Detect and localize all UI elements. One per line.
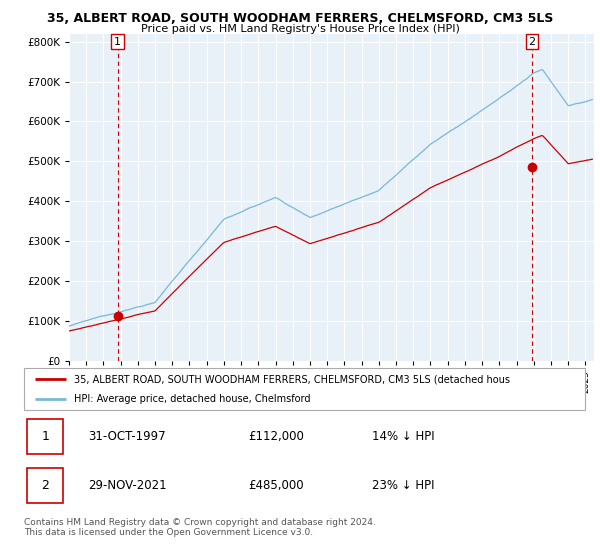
FancyBboxPatch shape [27, 468, 63, 503]
Text: 35, ALBERT ROAD, SOUTH WOODHAM FERRERS, CHELMSFORD, CM3 5LS: 35, ALBERT ROAD, SOUTH WOODHAM FERRERS, … [47, 12, 553, 25]
Text: 2: 2 [529, 36, 536, 46]
FancyBboxPatch shape [24, 368, 585, 410]
Text: Price paid vs. HM Land Registry's House Price Index (HPI): Price paid vs. HM Land Registry's House … [140, 24, 460, 34]
Text: £112,000: £112,000 [248, 430, 304, 443]
FancyBboxPatch shape [27, 419, 63, 454]
Text: 31-OCT-1997: 31-OCT-1997 [89, 430, 166, 443]
Text: 1: 1 [114, 36, 121, 46]
Text: 29-NOV-2021: 29-NOV-2021 [89, 479, 167, 492]
Text: HPI: Average price, detached house, Chelmsford: HPI: Average price, detached house, Chel… [74, 394, 311, 404]
Text: Contains HM Land Registry data © Crown copyright and database right 2024.
This d: Contains HM Land Registry data © Crown c… [24, 518, 376, 538]
Text: 2: 2 [41, 479, 49, 492]
Text: 14% ↓ HPI: 14% ↓ HPI [372, 430, 434, 443]
Text: £485,000: £485,000 [248, 479, 304, 492]
Text: 1: 1 [41, 430, 49, 443]
Text: 23% ↓ HPI: 23% ↓ HPI [372, 479, 434, 492]
Text: 35, ALBERT ROAD, SOUTH WOODHAM FERRERS, CHELMSFORD, CM3 5LS (detached hous: 35, ALBERT ROAD, SOUTH WOODHAM FERRERS, … [74, 374, 511, 384]
